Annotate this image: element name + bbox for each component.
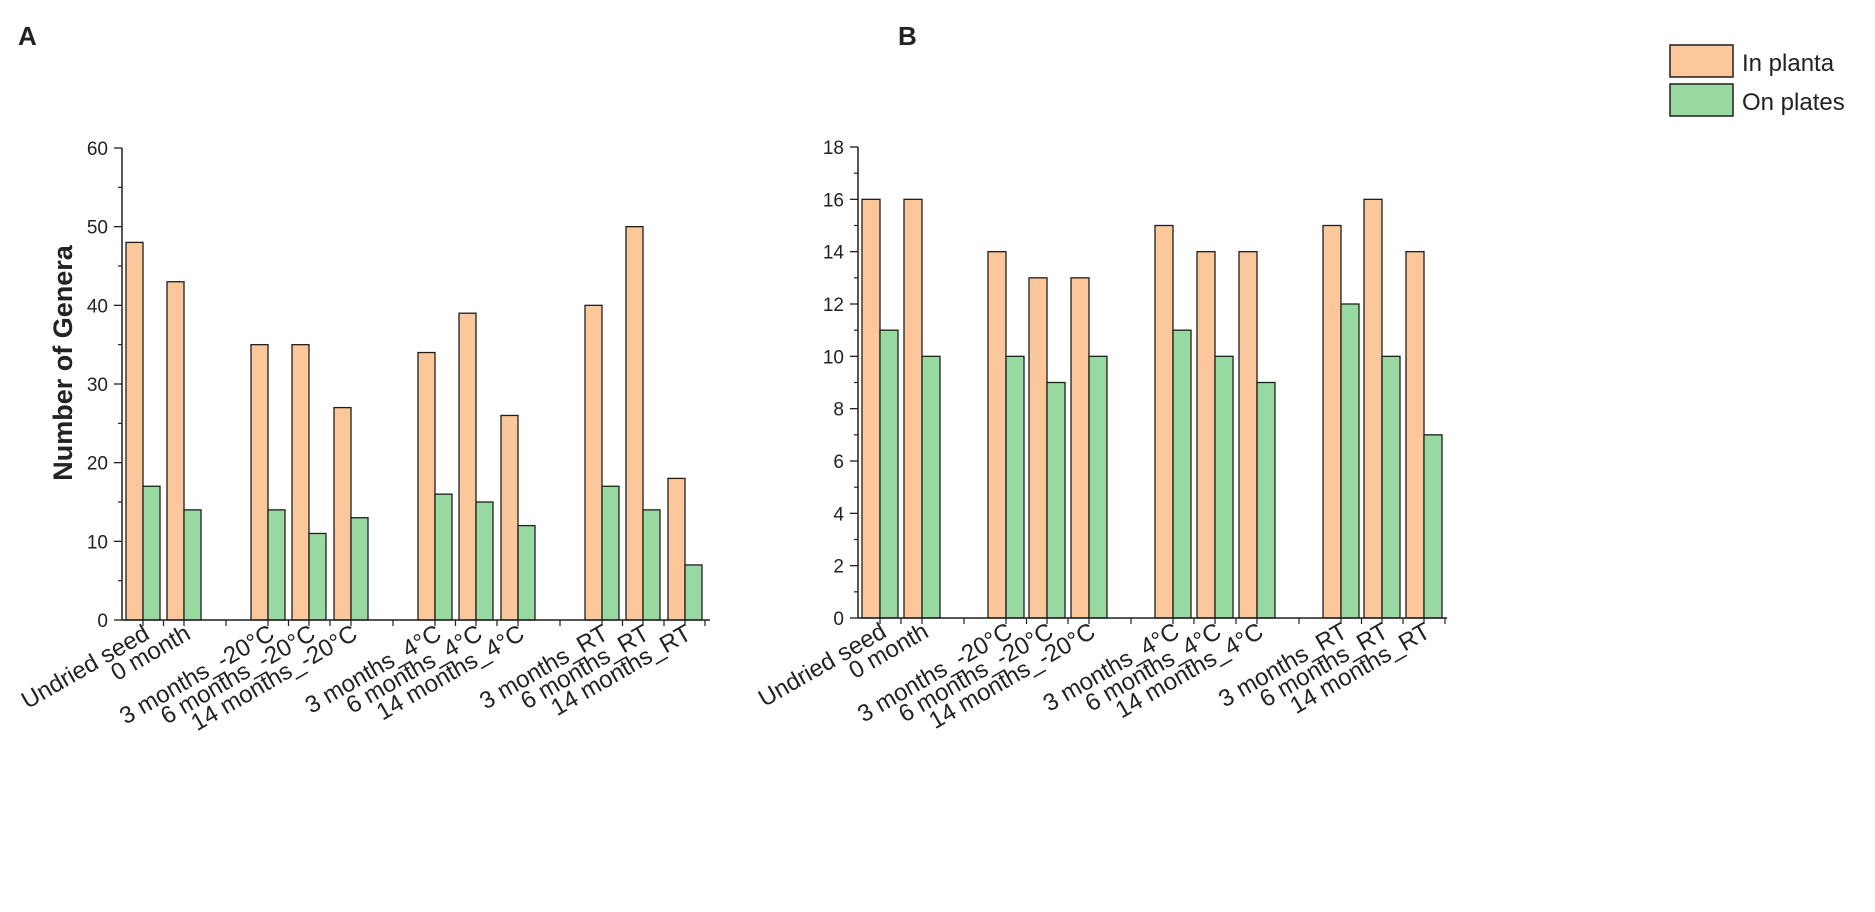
- legend-label-in-planta: In planta: [1742, 50, 1835, 77]
- bar-a-in-planta-5: [417, 351, 436, 621]
- y-tick-label-a: 10: [87, 532, 108, 553]
- y-tick-label-b: 2: [833, 557, 844, 578]
- bar-b-on-plates-5: [1172, 329, 1192, 619]
- legend-swatch-in-planta: [1669, 44, 1734, 78]
- bar-b-in-planta-2: [987, 251, 1007, 619]
- bar-b-on-plates-6: [1214, 355, 1234, 619]
- bar-b-in-planta-0: [861, 198, 881, 619]
- bar-b-in-planta-10: [1405, 251, 1425, 619]
- y-tick-label-b: 12: [823, 295, 844, 316]
- bar-b-on-plates-1: [921, 355, 941, 619]
- bar-b-on-plates-2: [1005, 355, 1025, 619]
- bar-a-on-plates-8: [601, 485, 620, 621]
- panel-b-letter: B: [898, 21, 917, 51]
- y-tick-label-b: 4: [833, 504, 844, 525]
- bar-b-on-plates-4: [1088, 355, 1108, 619]
- bar-a-on-plates-1: [183, 509, 202, 621]
- panel-a-y-axis-label: Number of Genera: [48, 244, 78, 481]
- bar-b-in-planta-9: [1363, 198, 1383, 619]
- bar-b-on-plates-8: [1340, 303, 1360, 619]
- bar-a-in-planta-6: [458, 312, 477, 621]
- y-tick-label-a: 0: [97, 611, 108, 632]
- bar-a-on-plates-5: [434, 493, 453, 621]
- bar-a-on-plates-4: [350, 517, 369, 621]
- y-tick-label-b: 8: [833, 400, 844, 421]
- legend-label-on-plates: On plates: [1742, 89, 1845, 116]
- legend-swatch-on-plates: [1669, 83, 1734, 117]
- y-tick-label-a: 50: [87, 218, 108, 239]
- y-tick-label-a: 40: [87, 296, 108, 317]
- bar-a-in-planta-8: [584, 304, 603, 621]
- bar-a-on-plates-0: [142, 485, 161, 621]
- bar-b-on-plates-9: [1381, 355, 1401, 619]
- bar-a-on-plates-9: [642, 509, 661, 621]
- y-tick-label-a: 60: [87, 139, 108, 160]
- bar-b-in-planta-7: [1238, 251, 1258, 619]
- bar-b-in-planta-8: [1322, 224, 1342, 619]
- y-tick-label-a: 30: [87, 375, 108, 396]
- bar-a-on-plates-3: [308, 532, 327, 621]
- bar-b-in-planta-5: [1154, 224, 1174, 619]
- bar-b-on-plates-0: [879, 329, 899, 619]
- y-tick-label-b: 18: [823, 138, 844, 159]
- bar-a-in-planta-2: [250, 344, 269, 621]
- bar-b-in-planta-4: [1070, 277, 1090, 619]
- bar-a-in-planta-3: [291, 344, 310, 621]
- y-tick-label-a: 20: [87, 454, 108, 475]
- bar-b-on-plates-10: [1423, 434, 1443, 619]
- bar-a-in-planta-1: [166, 281, 185, 621]
- bar-a-on-plates-6: [475, 501, 494, 621]
- bar-b-on-plates-3: [1046, 381, 1066, 619]
- bar-b-in-planta-1: [903, 198, 923, 619]
- bar-b-on-plates-7: [1256, 381, 1276, 619]
- y-tick-label-b: 0: [833, 609, 844, 630]
- bar-a-on-plates-10: [684, 564, 703, 621]
- bar-a-on-plates-7: [517, 524, 536, 621]
- y-tick-label-b: 6: [833, 452, 844, 473]
- y-tick-label-b: 14: [823, 243, 845, 264]
- bar-b-in-planta-3: [1028, 277, 1048, 619]
- bar-a-in-planta-0: [125, 241, 144, 621]
- panel-a-letter: A: [18, 21, 37, 51]
- bar-a-in-planta-9: [625, 226, 644, 621]
- legend: In planta On plates: [1669, 44, 1845, 117]
- y-tick-label-b: 16: [823, 190, 844, 211]
- bar-a-in-planta-10: [667, 477, 686, 621]
- bar-a-on-plates-2: [267, 509, 286, 621]
- bar-a-in-planta-4: [333, 406, 352, 621]
- bar-a-in-planta-7: [500, 414, 519, 621]
- bar-b-in-planta-6: [1196, 251, 1216, 619]
- y-tick-label-b: 10: [823, 347, 844, 368]
